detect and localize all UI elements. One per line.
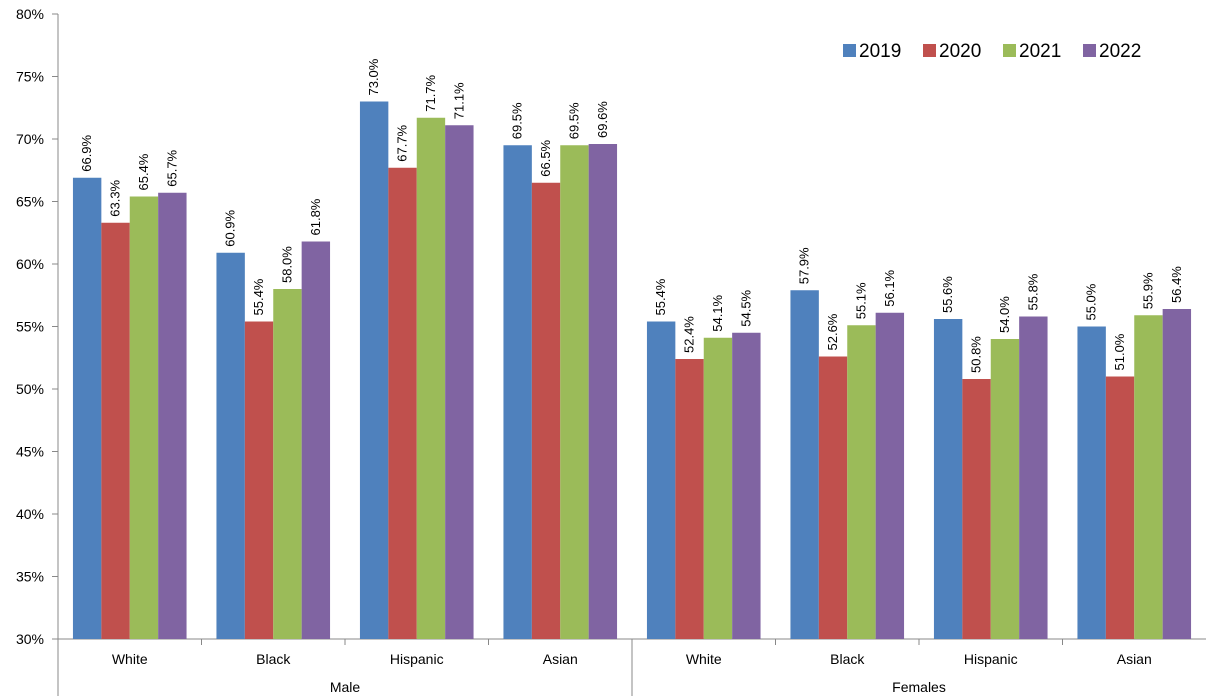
data-label: 55.1% [853,282,868,319]
x-category-label: Hispanic [390,651,444,667]
legend-swatch [1003,44,1016,57]
bar-2020 [675,359,704,639]
legend-swatch [843,44,856,57]
bar-2022 [875,312,905,639]
bar-2021 [416,117,446,639]
bar-2019 [72,177,102,639]
y-tick-label: 70% [16,131,44,147]
bar-2022 [1162,309,1192,639]
bar-2021 [703,337,733,639]
legend-label: 2021 [1019,41,1061,62]
data-label: 54.5% [738,289,753,326]
bar-2022 [732,332,761,639]
x-category-label: White [112,651,148,667]
data-label: 58.0% [279,246,294,283]
legend-swatch [1083,44,1096,57]
bar-2021 [990,339,1020,639]
bar-2022 [588,144,618,639]
bar-2020 [244,321,274,639]
bar-2020 [962,379,991,639]
legend: 2019 2020 2021 2022 [843,41,1141,62]
data-label: 52.6% [825,313,840,350]
bar-2019 [216,252,245,639]
data-label: 65.7% [164,149,179,186]
data-label: 56.1% [882,269,897,306]
data-labels: 66.9% 60.9% 73.0% 69.5% 55.4% 57.9% 55.6% 55.0%… [79,58,1184,373]
data-label: 55.9% [1140,272,1155,309]
bar-2019 [790,290,819,639]
y-tick-label: 35% [16,569,44,585]
data-label: 56.4% [1169,266,1184,303]
x-group-label: Females [892,679,946,695]
data-label: 65.4% [136,153,151,190]
data-label: 51.0% [1112,333,1127,370]
x-category-label: Black [256,651,291,667]
x-category-label: Hispanic [964,651,1018,667]
data-label: 57.9% [797,247,812,284]
bar-2019 [1077,326,1106,639]
data-label: 54.0% [997,296,1012,333]
bar-2019 [503,145,532,639]
data-label: 55.4% [251,278,266,315]
bar-2022 [301,241,331,639]
legend-label: 2019 [859,41,901,62]
data-label: 63.3% [108,179,123,216]
data-label: 61.8% [308,198,323,235]
data-label: 55.4% [653,278,668,315]
bar-2021 [847,325,876,639]
data-label: 66.5% [538,139,553,176]
bar-2020 [1105,376,1135,639]
bar-2022 [445,125,474,639]
y-tick-label: 55% [16,319,44,335]
bar-2019 [359,101,389,639]
data-label: 55.6% [940,276,955,313]
data-label: 71.1% [451,82,466,119]
bar-2020 [818,356,848,639]
y-tick-label: 75% [16,69,44,85]
data-label: 52.4% [682,316,697,353]
bar-2019 [646,321,676,639]
data-label: 71.7% [423,74,438,111]
y-tick-label: 50% [16,381,44,397]
data-label: 50.8% [969,336,984,373]
legend-label: 2020 [939,41,981,62]
bar-2020 [388,167,417,639]
bar-2022 [1019,316,1048,639]
bars [72,101,1192,639]
data-label: 69.5% [510,102,525,139]
axes: 30% 35% 40% 45% 50% 55% 60% 65% 70% 75% 80% White Bl… [16,6,1206,696]
data-label: 69.5% [566,102,581,139]
data-label: 60.9% [223,209,238,246]
data-label: 67.7% [395,124,410,161]
y-tick-label: 80% [16,6,44,22]
data-label: 66.9% [79,134,94,171]
bar-2021 [560,145,589,639]
bar-2020 [531,182,561,639]
bar-2019 [933,319,963,639]
x-category-label: Black [830,651,865,667]
data-label: 54.1% [710,294,725,331]
data-label: 55.8% [1025,273,1040,310]
y-tick-label: 65% [16,194,44,210]
y-tick-label: 60% [16,256,44,272]
x-group-label: Male [330,679,361,695]
y-tick-label: 45% [16,444,44,460]
data-label: 55.0% [1084,283,1099,320]
bar-2021 [129,196,159,639]
data-label: 69.6% [595,101,610,138]
bar-2020 [101,222,130,639]
legend-label: 2022 [1099,41,1141,62]
legend-swatch [923,44,936,57]
y-tick-label: 30% [16,631,44,647]
bar-2021 [273,289,302,639]
data-label: 73.0% [366,58,381,95]
x-category-label: Asian [543,651,578,667]
y-tick-label: 40% [16,506,44,522]
x-category-label: White [686,651,722,667]
bar-2022 [158,192,187,639]
x-category-label: Asian [1117,651,1152,667]
bar-2021 [1134,315,1163,639]
